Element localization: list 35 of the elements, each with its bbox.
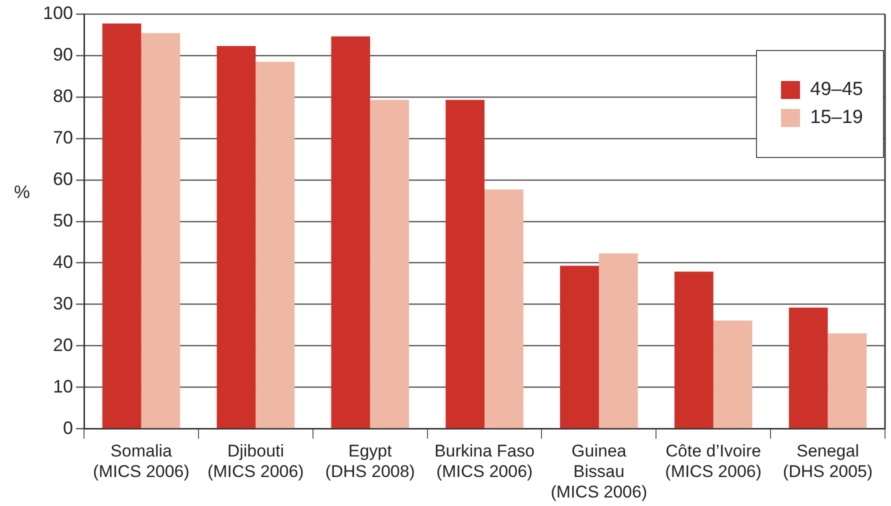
y-tick-label: 40 [53,252,74,272]
bar [828,333,867,428]
bar [102,24,142,428]
x-tick-label: Egypt (DHS 2008) [325,442,415,482]
x-tick-label: Senegal (DHS 2005) [782,442,873,482]
y-tick-label: 60 [53,168,74,189]
legend-label: 49–45 [810,79,863,101]
bar [331,36,370,428]
x-tick-label: Guinea Bissau (MICS 2006) [550,442,648,502]
bar [370,100,409,428]
x-tick-label: Burkina Faso (MICS 2006) [434,442,535,482]
bar [256,62,295,428]
bar [560,266,599,428]
bar [713,320,752,428]
bar [141,33,180,428]
y-tick-label: 10 [53,376,74,396]
y-tick-label: 80 [53,86,74,106]
bar [446,100,485,428]
bar [674,272,714,428]
y-tick-label: 90 [53,44,74,64]
y-tick-label: 30 [53,293,74,314]
x-tick-label: Côte d’Ivoire (MICS 2006) [665,442,762,482]
y-tick-label: 100 [42,2,74,23]
bar [598,253,638,428]
x-tick-label: Djibouti (MICS 2006) [207,442,304,482]
bar [216,46,256,428]
bar [788,308,828,428]
y-tick-label: 0 [63,418,74,438]
x-tick-label: Somalia (MICS 2006) [93,442,190,482]
bar [484,189,524,428]
y-tick-label: 70 [53,127,74,148]
y-axis-title: % [14,182,30,203]
legend-label: 15–19 [810,107,863,129]
y-tick-label: 20 [53,334,74,355]
y-tick-label: 50 [53,210,74,230]
